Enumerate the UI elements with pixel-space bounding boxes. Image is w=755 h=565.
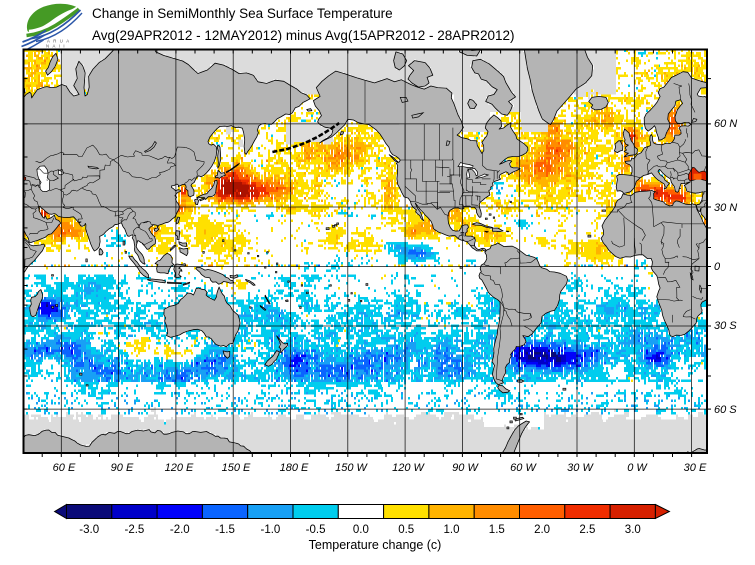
svg-text:90 W: 90 W — [452, 462, 479, 474]
svg-text:30 S: 30 S — [714, 320, 737, 332]
svg-text:-2.0: -2.0 — [170, 524, 190, 536]
svg-text:60 W: 60 W — [510, 462, 537, 474]
svg-text:60 E: 60 E — [53, 462, 76, 474]
svg-text:-3.0: -3.0 — [79, 524, 99, 536]
svg-text:60 N: 60 N — [714, 118, 737, 130]
svg-text:NAII: NAII — [46, 44, 68, 49]
svg-text:Avg(29APR2012 - 12MAY2012) min: Avg(29APR2012 - 12MAY2012) minus Avg(15A… — [92, 28, 515, 43]
svg-text:-1.5: -1.5 — [215, 524, 235, 536]
svg-text:120 E: 120 E — [165, 462, 194, 474]
svg-text:Change in SemiMonthly Sea Surf: Change in SemiMonthly Sea Surface Temper… — [92, 6, 393, 21]
svg-text:Temperature change (c): Temperature change (c) — [309, 538, 442, 552]
svg-text:0: 0 — [714, 261, 721, 273]
svg-text:2.0: 2.0 — [534, 524, 550, 536]
svg-text:120 W: 120 W — [392, 462, 425, 474]
svg-text:-1.0: -1.0 — [260, 524, 280, 536]
svg-text:150 E: 150 E — [222, 462, 251, 474]
svg-text:-0.5: -0.5 — [306, 524, 326, 536]
svg-text:0.0: 0.0 — [353, 524, 369, 536]
svg-text:0 W: 0 W — [627, 462, 648, 474]
svg-text:1.5: 1.5 — [489, 524, 505, 536]
svg-text:180 E: 180 E — [280, 462, 309, 474]
svg-text:60 S: 60 S — [714, 404, 737, 416]
svg-text:3.0: 3.0 — [625, 524, 641, 536]
svg-text:90 E: 90 E — [111, 462, 134, 474]
svg-text:150 W: 150 W — [335, 462, 368, 474]
svg-text:30 W: 30 W — [567, 462, 594, 474]
svg-text:-2.5: -2.5 — [124, 524, 144, 536]
svg-text:30 E: 30 E — [684, 462, 707, 474]
svg-text:2.5: 2.5 — [579, 524, 595, 536]
svg-text:ARUA: ARUA — [47, 39, 73, 44]
svg-text:1.0: 1.0 — [444, 524, 460, 536]
svg-text:0.5: 0.5 — [398, 524, 414, 536]
svg-text:30 N: 30 N — [714, 202, 737, 214]
